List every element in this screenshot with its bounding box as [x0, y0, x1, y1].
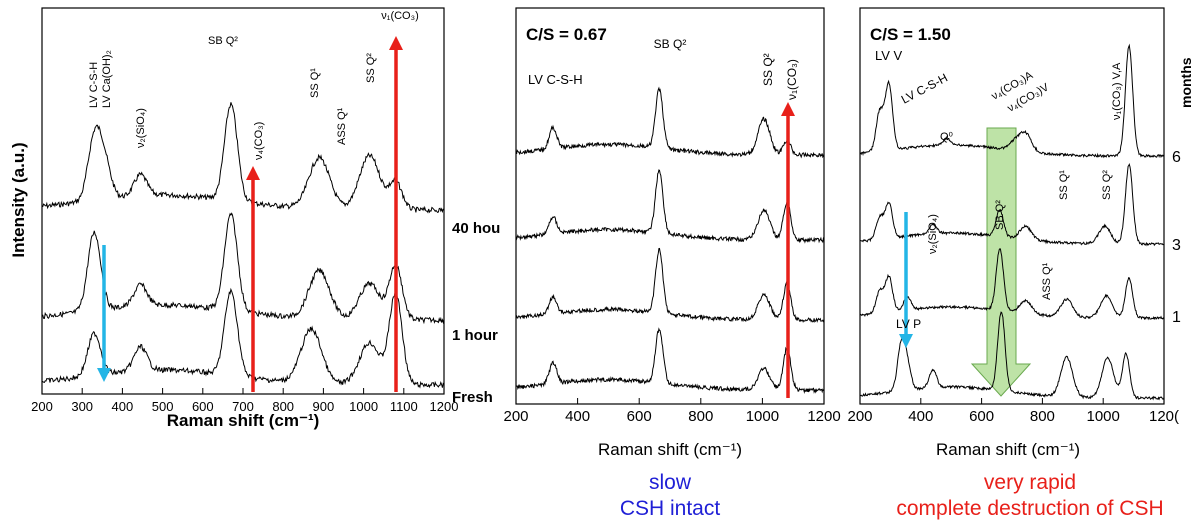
p3-ann-sbq2: SB Q²	[994, 200, 1006, 230]
panel3-title: C/S = 1.50	[870, 25, 951, 44]
panel2-xlabel: Raman shift (cm⁻¹)	[598, 440, 742, 459]
p2-ann-sbq2: SB Q²	[654, 37, 687, 51]
panel2-frame	[515, 7, 825, 405]
x-tick-label: 900	[313, 399, 335, 414]
p2-ann-lv-csh: LV C-S-H	[528, 72, 583, 87]
x-tick-label: 400	[908, 408, 933, 425]
spectrum-line	[515, 327, 825, 394]
x-tick-label: 600	[969, 408, 994, 425]
panel3-xlabel: Raman shift (cm⁻¹)	[936, 440, 1080, 459]
caption-rapid-line2: complete destruction of CSH	[896, 497, 1164, 520]
x-tick-label: 800	[272, 399, 294, 414]
x-tick-label: 1000	[1087, 408, 1120, 425]
spectrum-line	[859, 43, 1165, 159]
p3-ann-assq1: ASS Q¹	[1041, 262, 1053, 300]
curve-label-40h: 40 hou	[452, 220, 500, 237]
x-tick-label: 600	[192, 399, 214, 414]
x-tick-label: 120(	[1149, 408, 1179, 425]
blue-arrow-p3-head	[899, 334, 913, 348]
panel3-green-arrow	[970, 127, 1032, 397]
overlay-arrows	[97, 36, 913, 398]
spectrum-line	[859, 311, 1165, 401]
x-tick-label: 1200	[807, 408, 840, 425]
p3-ann-q0: Q⁰	[940, 131, 954, 143]
p1-ann-assq1: ASS Q¹	[336, 107, 348, 145]
x-tick-label: 200	[503, 408, 528, 425]
blue-arrow-lvcsh-head	[97, 368, 111, 382]
p1-ann-sbq2: SB Q²	[208, 35, 238, 47]
caption-slow-line1: slow	[648, 471, 691, 494]
x-tick-label: 800	[1030, 408, 1055, 425]
x-tick-label: 1100	[390, 399, 418, 414]
p2-ann-ssq2: SS Q²	[761, 53, 775, 86]
p3-ann-lvp: LV P	[896, 317, 921, 331]
panel1-ylabel: Intensity (a.u.)	[9, 142, 28, 257]
red-arrow-nu1-head	[389, 36, 403, 50]
x-tick-label: 400	[565, 408, 590, 425]
x-tick-label: 1000	[349, 399, 378, 414]
right-axis-1: 1	[1172, 309, 1181, 326]
p3-ann-ssq1: SS Q¹	[1058, 170, 1070, 200]
caption-rapid-line1: very rapid	[983, 471, 1077, 494]
p3-ann-nu1va: ν₁(CO₃) V,A	[1111, 62, 1123, 120]
spectrum-line	[859, 248, 1165, 321]
spectrum-line	[515, 247, 825, 323]
x-tick-label: 500	[152, 399, 174, 414]
spectrum-line	[515, 169, 825, 244]
panel2-title: C/S = 0.67	[526, 25, 607, 44]
panel3-frame	[859, 7, 1165, 405]
spectrum-line	[515, 86, 825, 159]
x-tick-label: 1000	[746, 408, 779, 425]
x-tick-label: 700	[232, 399, 254, 414]
p2-ann-nu1: ν₁(CO₃)	[785, 59, 799, 100]
p3-ann-lvv: LV V	[875, 48, 903, 63]
panel2-curves	[515, 86, 825, 394]
red-arrow-nu4-head	[246, 166, 260, 180]
curve-label-1h: 1 hour	[452, 327, 498, 344]
x-tick-label: 200	[847, 408, 872, 425]
caption-slow-line2: CSH intact	[619, 497, 721, 520]
right-axis-3: 3	[1172, 237, 1181, 254]
p1-ann-lv-csh: LV C-S-H	[88, 62, 100, 108]
panel1-xlabel: Raman shift (cm⁻¹)	[167, 411, 320, 430]
panel3-curves	[859, 43, 1165, 401]
p1-ann-nu2: ν₂(SiO₄)	[135, 108, 147, 148]
x-tick-label: 400	[112, 399, 134, 414]
p1-ann-nu4: ν₄(CO₃)	[253, 122, 265, 160]
p1-ann-ssq2: SS Q²	[365, 53, 377, 83]
curve-label-fresh: Fresh	[452, 389, 493, 406]
p3-ann-ssq2: SS Q²	[1101, 170, 1113, 200]
p3-ann-nu2: ν₂(SiO₄)	[927, 214, 939, 254]
p1-ann-ssq1: SS Q¹	[309, 68, 321, 98]
panel2-ticks: 200 400 600 800 1000 1200	[503, 398, 841, 425]
right-axis-label: months	[1178, 57, 1194, 108]
x-tick-label: 600	[627, 408, 652, 425]
p1-ann-nu1: ν₁(CO₃)	[381, 10, 419, 22]
x-tick-label: 200	[31, 399, 53, 414]
spectrum-line	[860, 163, 1165, 247]
red-arrow-p2-head	[781, 102, 795, 116]
panel1-ticks: 200 300 400 500 600 700 800 900 1000 1100 1200	[31, 388, 458, 414]
p3-ann-lv-csh: LV C-S-H	[899, 71, 950, 107]
x-tick-label: 800	[688, 408, 713, 425]
panel3-ticks: 200 400 600 800 1000 120(	[847, 398, 1179, 425]
spectrum-line	[41, 212, 445, 325]
x-tick-label: 300	[71, 399, 93, 414]
p1-ann-lv-caoh2: LV Ca(OH)₂	[101, 50, 113, 108]
green-arrow-sbq2	[970, 127, 1032, 397]
spectrum-line	[41, 102, 445, 214]
right-axis-6: 6	[1172, 149, 1181, 166]
x-tick-label: 1200	[430, 399, 459, 414]
